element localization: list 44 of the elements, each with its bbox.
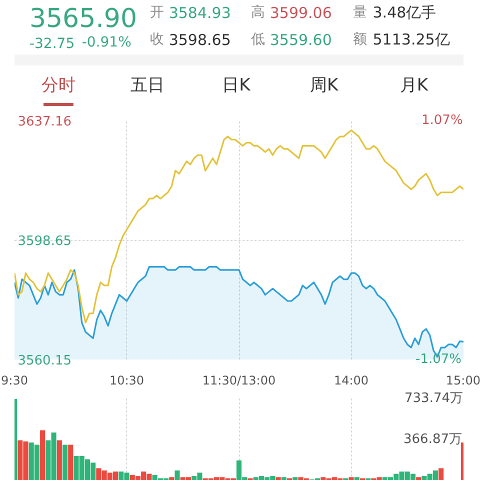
x-tick-label: 11:30/13:00 xyxy=(202,374,276,388)
bar xyxy=(169,477,174,480)
text: 3565.90 xyxy=(29,4,137,34)
bar xyxy=(62,444,68,480)
y-tick-label: 3560.15 xyxy=(18,354,72,368)
text: 低 xyxy=(251,32,266,48)
y2-tick-label: 1.07% xyxy=(422,113,463,128)
bar xyxy=(416,477,422,480)
bar xyxy=(354,477,360,480)
text: 开 xyxy=(150,4,164,20)
text: 量 xyxy=(353,4,368,20)
text: 3584.93 xyxy=(168,4,231,22)
bar xyxy=(68,444,74,480)
x-tick-label: 9:30 xyxy=(1,374,28,388)
x-tick-label: 10:30 xyxy=(109,374,144,388)
y2-tick-label: -1.07% xyxy=(416,352,462,367)
text: -0.91% xyxy=(82,34,132,50)
bar xyxy=(56,440,62,480)
text: 日K xyxy=(222,76,252,96)
bar xyxy=(281,477,286,480)
text: 3.48亿手 xyxy=(372,4,436,22)
bar xyxy=(292,477,298,480)
y-tick-label: 3598.65 xyxy=(18,234,72,250)
text: 五日 xyxy=(130,76,164,96)
bar xyxy=(276,477,281,480)
text: 额 xyxy=(353,32,368,48)
bar xyxy=(40,430,46,480)
line-series xyxy=(14,130,464,324)
bar xyxy=(348,477,354,480)
text: 5113.25亿 xyxy=(372,30,450,48)
bar xyxy=(174,470,180,480)
text: 分时 xyxy=(41,76,76,96)
text: 3559.60 xyxy=(270,31,332,49)
text: 3599.06 xyxy=(270,4,332,22)
text: 月K xyxy=(400,76,429,96)
bar xyxy=(438,468,444,480)
text: -32.75 xyxy=(29,36,75,52)
text: 收 xyxy=(150,32,164,48)
text: 3598.65 xyxy=(168,31,231,49)
text: 高 xyxy=(251,4,266,20)
x-tick-label: 14:00 xyxy=(334,374,369,388)
y-tick-label: 3637.16 xyxy=(18,114,72,130)
x-tick-label: 15:00 xyxy=(446,374,480,388)
text: 周K xyxy=(310,76,340,96)
